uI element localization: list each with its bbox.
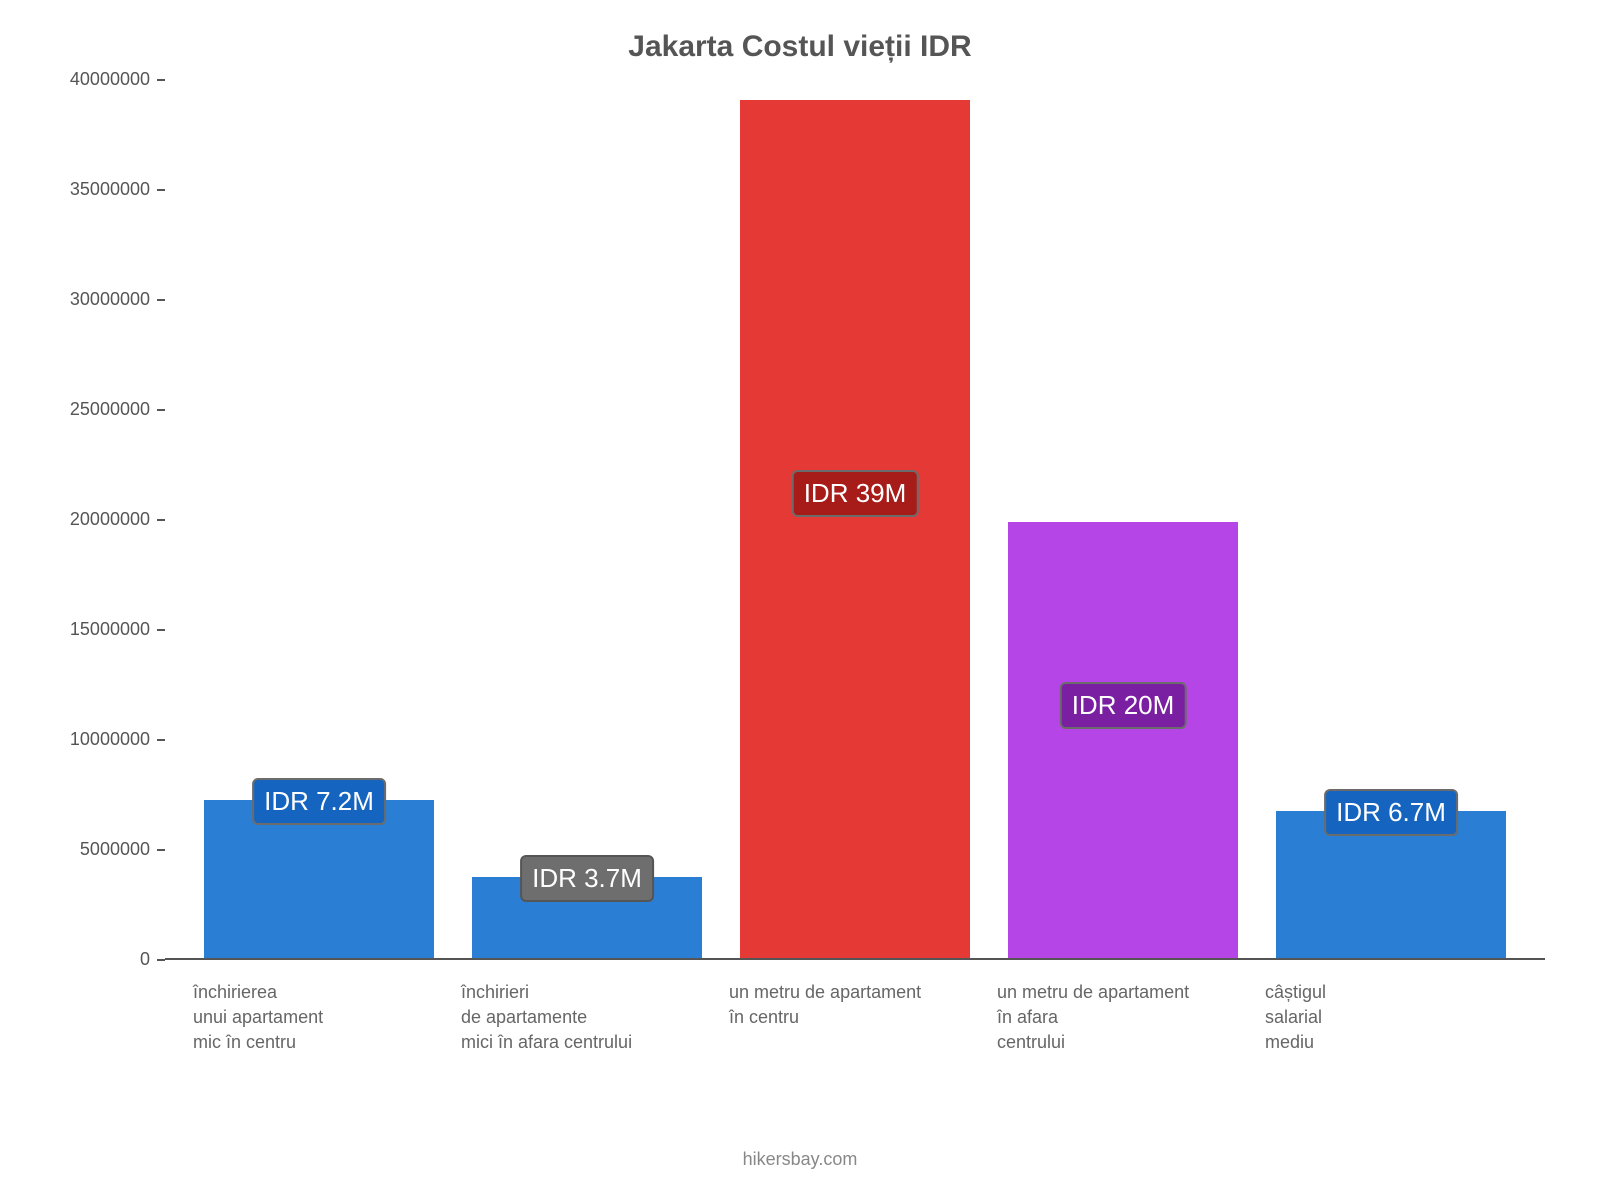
- footer-credit: hikersbay.com: [0, 1149, 1600, 1170]
- y-tick-label: 40000000: [0, 69, 150, 90]
- y-tick-label: 0: [0, 949, 150, 970]
- y-tick-mark: [157, 299, 165, 301]
- y-tick-mark: [157, 519, 165, 521]
- y-tick-label: 15000000: [0, 619, 150, 640]
- y-tick-mark: [157, 79, 165, 81]
- chart-container: Jakarta Costul vieții IDR IDR 7.2M IDR 3.…: [0, 0, 1600, 1200]
- x-category-label: un metru de apartamentîn afaracentrului: [989, 980, 1257, 1056]
- chart-title: Jakarta Costul vieții IDR: [40, 30, 1560, 64]
- y-tick-mark: [157, 409, 165, 411]
- bar-slot: IDR 3.7M: [453, 80, 721, 958]
- bar-slot: IDR 20M: [989, 80, 1257, 958]
- bar-value-badge: IDR 6.7M: [1324, 789, 1458, 836]
- bar-value-badge: IDR 7.2M: [252, 778, 386, 825]
- bar: IDR 6.7M: [1276, 811, 1506, 958]
- bar: IDR 39M: [740, 100, 970, 958]
- bar-value-badge: IDR 3.7M: [520, 855, 654, 902]
- y-tick-label: 10000000: [0, 729, 150, 750]
- y-tick-mark: [157, 739, 165, 741]
- bar: IDR 3.7M: [472, 877, 702, 958]
- bar-slot: IDR 7.2M: [185, 80, 453, 958]
- y-tick-label: 35000000: [0, 179, 150, 200]
- plot-area: IDR 7.2M IDR 3.7M IDR 39M IDR 20M IDR 6.7M: [165, 80, 1545, 960]
- y-tick-label: 25000000: [0, 399, 150, 420]
- y-tick-label: 30000000: [0, 289, 150, 310]
- y-tick-mark: [157, 959, 165, 961]
- y-tick-label: 20000000: [0, 509, 150, 530]
- y-tick-mark: [157, 629, 165, 631]
- x-category-label: un metru de apartamentîn centru: [721, 980, 989, 1056]
- y-tick-mark: [157, 189, 165, 191]
- x-axis-labels: închiriereaunui apartamentmic în centruî…: [165, 980, 1545, 1056]
- x-category-label: închiriereaunui apartamentmic în centru: [185, 980, 453, 1056]
- y-tick-label: 5000000: [0, 839, 150, 860]
- bar: IDR 7.2M: [204, 800, 434, 958]
- bar-value-badge: IDR 20M: [1060, 682, 1187, 729]
- bar-value-badge: IDR 39M: [792, 470, 919, 517]
- bars-group: IDR 7.2M IDR 3.7M IDR 39M IDR 20M IDR 6.7M: [165, 80, 1545, 958]
- bar-slot: IDR 6.7M: [1257, 80, 1525, 958]
- y-tick-mark: [157, 849, 165, 851]
- x-category-label: închirieride apartamentemici în afara ce…: [453, 980, 721, 1056]
- bar-slot: IDR 39M: [721, 80, 989, 958]
- x-category-label: câștigulsalarialmediu: [1257, 980, 1525, 1056]
- bar: IDR 20M: [1008, 522, 1238, 958]
